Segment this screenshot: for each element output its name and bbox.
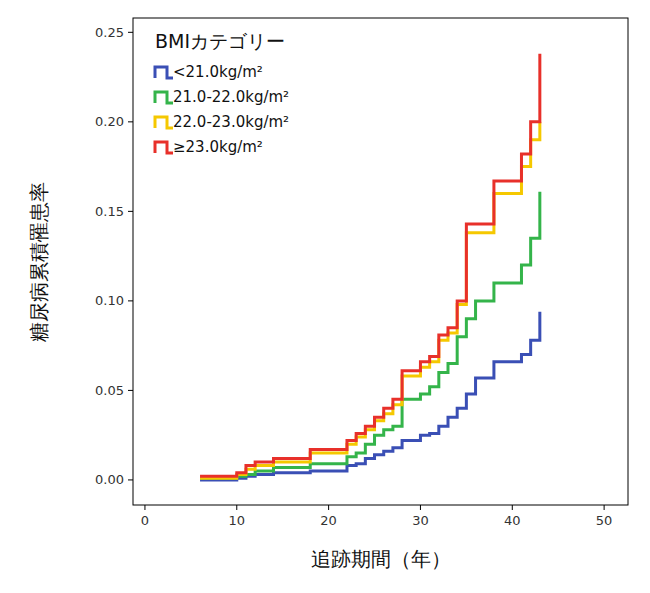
x-tick-label: 50 xyxy=(596,513,613,528)
y-tick xyxy=(128,390,133,391)
legend-title: BMIカテゴリー xyxy=(155,30,285,52)
y-tick-label: 0.05 xyxy=(95,383,124,398)
legend-label: 21.0-22.0kg/m² xyxy=(173,88,289,106)
y-tick xyxy=(128,121,133,122)
x-tick-label: 10 xyxy=(229,513,246,528)
y-tick xyxy=(128,211,133,212)
legend-key xyxy=(155,92,173,103)
legend-label: 22.0-23.0kg/m² xyxy=(173,113,289,131)
x-tick xyxy=(420,505,421,510)
y-tick-label: 0.15 xyxy=(95,204,124,219)
x-axis-title: 追跡期間（年） xyxy=(311,547,451,571)
x-tick-label: 40 xyxy=(504,513,521,528)
plot-frame xyxy=(133,18,628,505)
legend-label: ≥23.0kg/m² xyxy=(173,138,263,156)
y-tick xyxy=(128,300,133,301)
legend-key xyxy=(155,67,173,78)
series-line xyxy=(200,122,540,478)
y-tick-label: 0.25 xyxy=(95,25,124,40)
y-tick xyxy=(128,32,133,33)
x-tick xyxy=(512,505,513,510)
x-tick-label: 30 xyxy=(412,513,429,528)
x-tick xyxy=(236,505,237,510)
legend-key xyxy=(155,142,173,153)
y-tick xyxy=(128,479,133,480)
x-tick xyxy=(144,505,145,510)
series-line xyxy=(200,192,540,478)
x-tick xyxy=(328,505,329,510)
x-tick-label: 0 xyxy=(141,513,149,528)
y-axis-title: 糖尿病累積罹患率 xyxy=(27,182,51,342)
x-tick-label: 20 xyxy=(320,513,337,528)
chart: 0 10 20 30 40 50 0.00 0.05 0.10 0.15 0.20 0.25 追跡期間（… xyxy=(0,0,650,593)
x-tick xyxy=(604,505,605,510)
legend-label: <21.0kg/m² xyxy=(173,63,263,81)
legend-key xyxy=(155,117,173,128)
series-line xyxy=(200,312,540,480)
y-tick-label: 0.20 xyxy=(95,114,124,129)
y-tick-label: 0.10 xyxy=(95,293,124,308)
y-tick-label: 0.00 xyxy=(95,472,124,487)
